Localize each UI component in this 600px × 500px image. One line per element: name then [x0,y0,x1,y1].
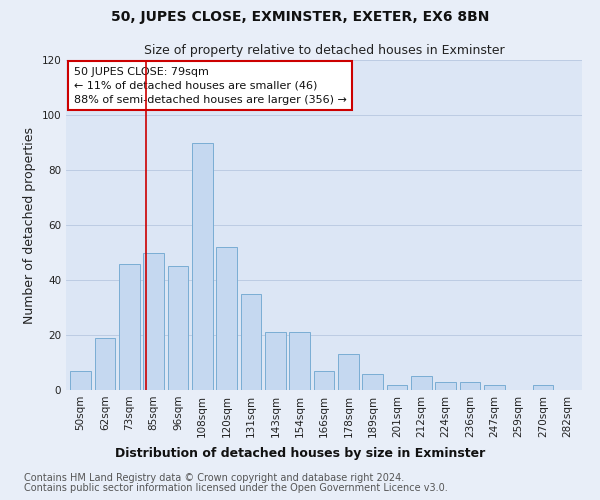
Text: Contains HM Land Registry data © Crown copyright and database right 2024.: Contains HM Land Registry data © Crown c… [24,473,404,483]
Text: Contains public sector information licensed under the Open Government Licence v3: Contains public sector information licen… [24,483,448,493]
Bar [314,371,334,390]
Bar [167,266,188,390]
Text: 50, JUPES CLOSE, EXMINSTER, EXETER, EX6 8BN: 50, JUPES CLOSE, EXMINSTER, EXETER, EX6 … [111,10,489,24]
Y-axis label: Number of detached properties: Number of detached properties [23,126,36,324]
Bar [265,332,286,390]
Title: Size of property relative to detached houses in Exminster: Size of property relative to detached ho… [143,44,505,58]
Bar [192,142,212,390]
Bar [460,382,481,390]
Bar [289,332,310,390]
Bar [95,338,115,390]
Bar [119,264,140,390]
Bar [143,252,164,390]
Text: 50 JUPES CLOSE: 79sqm
← 11% of detached houses are smaller (46)
88% of semi-deta: 50 JUPES CLOSE: 79sqm ← 11% of detached … [74,66,347,104]
Bar [436,382,456,390]
Bar [362,374,383,390]
Bar [70,371,91,390]
Bar [411,376,432,390]
Bar [386,384,407,390]
Bar [241,294,262,390]
Text: Distribution of detached houses by size in Exminster: Distribution of detached houses by size … [115,448,485,460]
Bar [484,384,505,390]
Bar [216,247,237,390]
Bar [338,354,359,390]
Bar [533,384,553,390]
